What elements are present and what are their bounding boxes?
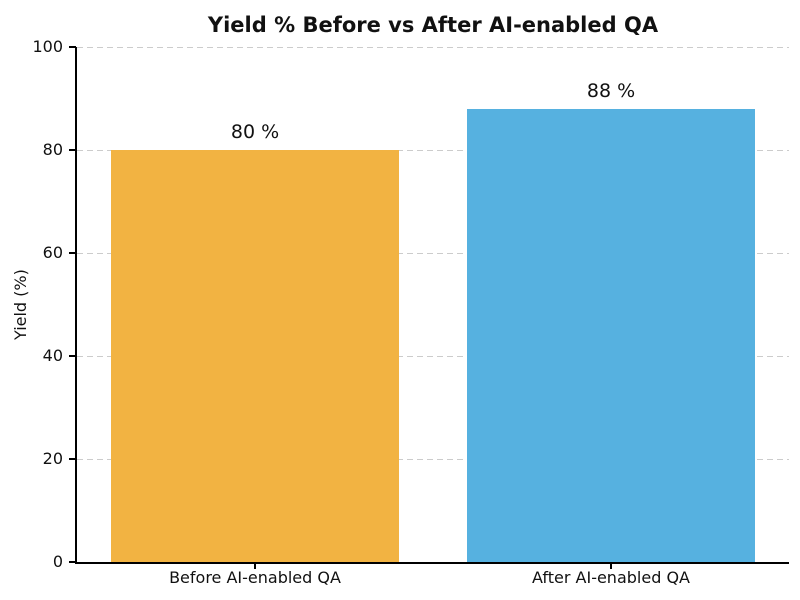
chart-title: Yield % Before vs After AI-enabled QA (207, 13, 659, 37)
x-category-label-0: Before AI-enabled QA (169, 568, 341, 587)
y-tick-label-40: 40 (42, 346, 63, 365)
gridline-y-40 (77, 355, 789, 357)
bar-value-label-0: 80 % (230, 121, 280, 143)
gridline-y-100 (77, 46, 789, 48)
y-tick-label-100: 100 (32, 37, 63, 56)
x-axis-line (75, 562, 789, 564)
y-tick-mark-80 (69, 149, 76, 151)
x-tick-mark-1 (610, 562, 612, 569)
x-tick-mark-0 (254, 562, 256, 569)
gridline-y-80 (77, 149, 789, 151)
bar-0 (111, 150, 399, 562)
y-tick-mark-0 (69, 561, 76, 563)
y-tick-mark-100 (69, 46, 76, 48)
y-tick-label-0: 0 (52, 552, 63, 571)
y-tick-mark-20 (69, 458, 76, 460)
plot-area: 80 % 88 % (75, 46, 789, 564)
bar-1 (467, 108, 755, 562)
y-tick-label-80: 80 (42, 140, 63, 159)
y-tick-mark-40 (69, 355, 76, 357)
x-category-label-1: After AI-enabled QA (532, 568, 690, 587)
bar-value-label-1: 88 % (586, 79, 636, 102)
y-tick-label-20: 20 (42, 449, 63, 468)
y-axis-line (75, 47, 77, 562)
y-axis-label: Yield (%) (11, 269, 30, 340)
gridline-y-60 (77, 252, 789, 254)
y-tick-label-60: 60 (42, 243, 63, 262)
gridline-y-20 (77, 458, 789, 460)
y-tick-mark-60 (69, 252, 76, 254)
